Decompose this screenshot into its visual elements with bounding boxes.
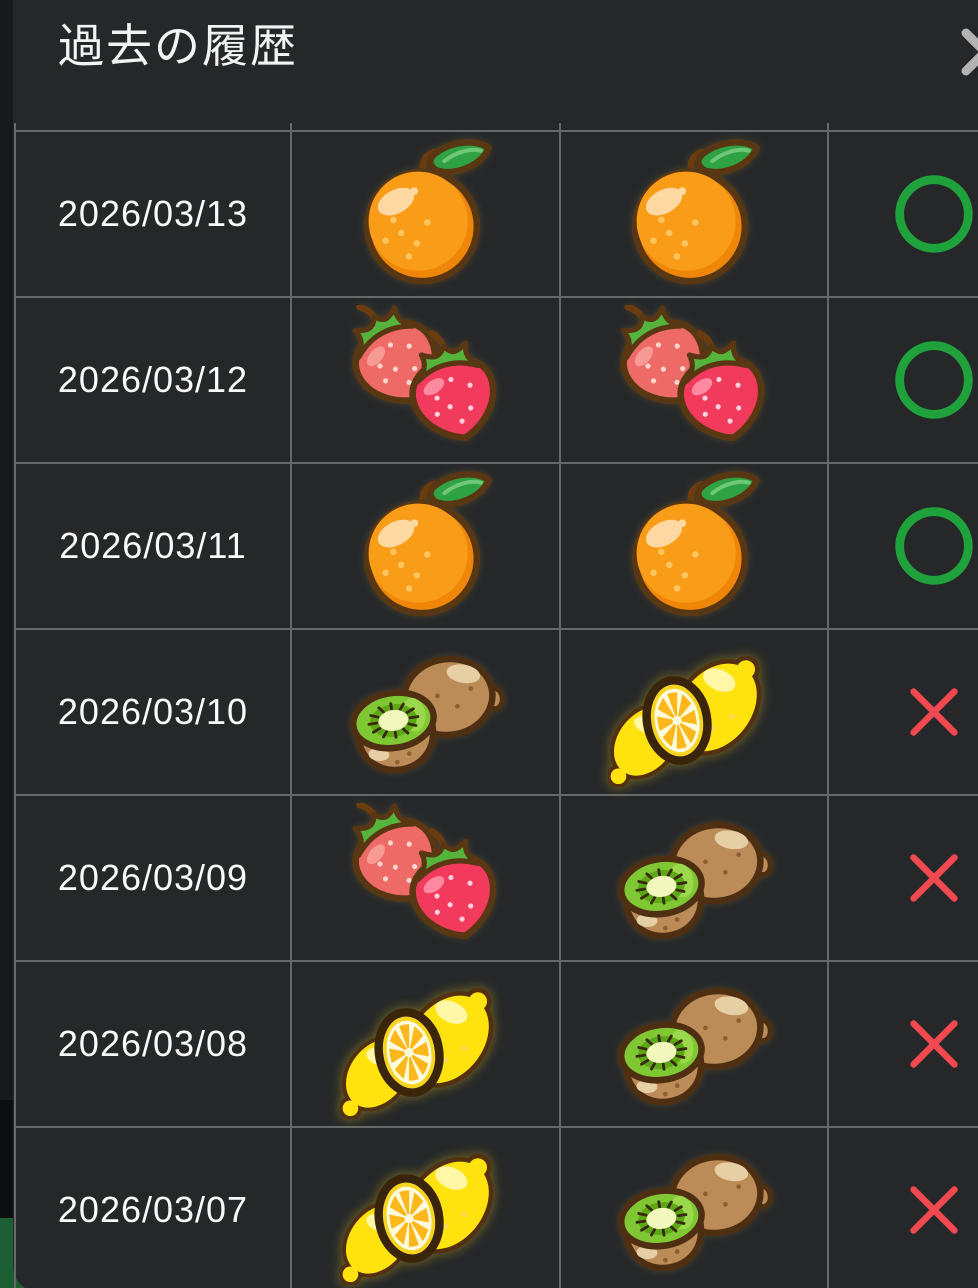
history-row: 2026/03/09 bbox=[14, 794, 978, 962]
date-cell: 2026/03/07 bbox=[14, 1126, 292, 1288]
history-row: 2026/03/11 bbox=[14, 462, 978, 630]
history-table: 2026/03/13 2026/03/12 2026/03/11 2026/03… bbox=[14, 123, 978, 1288]
kiwi-icon bbox=[340, 637, 512, 787]
choice1-cell bbox=[290, 1126, 561, 1288]
incorrect-cross-icon bbox=[904, 682, 964, 742]
date-text: 2026/03/13 bbox=[57, 193, 249, 234]
date-cell: 2026/03/13 bbox=[14, 130, 292, 298]
result-cell bbox=[827, 794, 978, 962]
choice2-cell bbox=[559, 1126, 829, 1288]
empty-cell bbox=[290, 123, 561, 132]
choice2-cell bbox=[559, 296, 829, 464]
date-text: 2026/03/07 bbox=[57, 1189, 249, 1230]
kiwi-icon bbox=[608, 803, 780, 953]
history-row: 2026/03/10 bbox=[14, 628, 978, 796]
close-icon bbox=[961, 28, 978, 76]
history-row: 2026/03/13 bbox=[14, 130, 978, 298]
choice1-cell bbox=[290, 628, 561, 796]
orange-icon bbox=[340, 471, 512, 621]
result-cell bbox=[827, 462, 978, 630]
choice1-cell bbox=[290, 794, 561, 962]
choice2-cell bbox=[559, 130, 829, 298]
page-title: 過去の履歴 bbox=[58, 20, 298, 72]
date-text: 2026/03/11 bbox=[59, 525, 247, 566]
choice2-cell bbox=[559, 960, 829, 1128]
history-modal-panel: 過去の履歴 2026/0 bbox=[13, 0, 978, 1288]
scrolled-row-remnant bbox=[14, 123, 978, 132]
choice1-cell bbox=[290, 130, 561, 298]
empty-cell bbox=[827, 123, 978, 132]
kiwi-icon bbox=[608, 969, 780, 1119]
history-table-body: 2026/03/13 2026/03/12 2026/03/11 2026/03… bbox=[14, 123, 978, 1288]
kiwi-icon bbox=[608, 1135, 780, 1285]
date-text: 2026/03/08 bbox=[57, 1023, 249, 1064]
correct-circle-icon bbox=[890, 336, 978, 424]
date-cell: 2026/03/10 bbox=[14, 628, 292, 796]
incorrect-cross-icon bbox=[904, 848, 964, 908]
correct-circle-icon bbox=[890, 170, 978, 258]
page-backdrop-strip bbox=[0, 0, 13, 1288]
result-cell bbox=[827, 628, 978, 796]
lemon-icon bbox=[608, 637, 780, 787]
date-cell: 2026/03/11 bbox=[14, 462, 292, 630]
empty-cell bbox=[14, 123, 292, 132]
date-cell: 2026/03/12 bbox=[14, 296, 292, 464]
choice1-cell bbox=[290, 462, 561, 630]
orange-icon bbox=[340, 139, 512, 289]
page-backdrop-strip-dark bbox=[0, 1100, 13, 1218]
choice2-cell bbox=[559, 794, 829, 962]
lemon-icon bbox=[340, 969, 512, 1119]
history-row: 2026/03/08 bbox=[14, 960, 978, 1128]
incorrect-cross-icon bbox=[904, 1180, 964, 1240]
date-text: 2026/03/09 bbox=[57, 857, 249, 898]
history-row: 2026/03/07 bbox=[14, 1126, 978, 1288]
date-cell: 2026/03/09 bbox=[14, 794, 292, 962]
orange-icon bbox=[608, 139, 780, 289]
lemon-icon bbox=[340, 1135, 512, 1285]
choice1-cell bbox=[290, 960, 561, 1128]
strawberry-icon bbox=[340, 803, 512, 953]
incorrect-cross-icon bbox=[904, 1014, 964, 1074]
choice1-cell bbox=[290, 296, 561, 464]
history-table-scroll-area[interactable]: 2026/03/13 2026/03/12 2026/03/11 2026/03… bbox=[14, 123, 978, 1288]
empty-cell bbox=[559, 123, 829, 132]
result-cell bbox=[827, 960, 978, 1128]
history-row: 2026/03/12 bbox=[14, 296, 978, 464]
result-cell bbox=[827, 130, 978, 298]
orange-icon bbox=[608, 471, 780, 621]
close-button[interactable] bbox=[957, 22, 978, 82]
date-text: 2026/03/12 bbox=[57, 359, 249, 400]
strawberry-icon bbox=[340, 305, 512, 455]
choice2-cell bbox=[559, 628, 829, 796]
result-cell bbox=[827, 1126, 978, 1288]
correct-circle-icon bbox=[890, 502, 978, 590]
date-cell: 2026/03/08 bbox=[14, 960, 292, 1128]
choice2-cell bbox=[559, 462, 829, 630]
strawberry-icon bbox=[608, 305, 780, 455]
result-cell bbox=[827, 296, 978, 464]
date-text: 2026/03/10 bbox=[57, 691, 249, 732]
